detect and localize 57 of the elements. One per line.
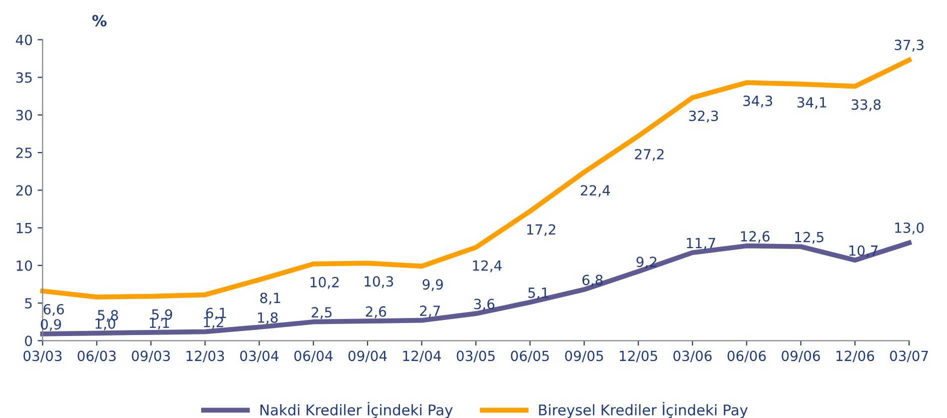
data-label: 17,2 — [527, 224, 556, 236]
x-tick-label: 09/06 — [782, 350, 820, 362]
x-tick-label: 09/04 — [348, 350, 387, 362]
x-tick-label: 06/04 — [294, 350, 333, 362]
x-tick-label: 12/03 — [186, 350, 224, 362]
x-tick-label: 12/06 — [836, 350, 874, 362]
data-label: 9,2 — [636, 256, 656, 269]
data-label: 10,3 — [364, 276, 394, 288]
data-label: 10,7 — [849, 245, 878, 258]
data-label: 1,8 — [258, 312, 278, 324]
x-tick-label: 03/07 — [890, 350, 928, 362]
legend-label: Nakdi Krediler İçindeki Pay — [260, 402, 453, 418]
y-tick-label: 0 — [24, 336, 32, 346]
x-tick-label: 03/05 — [456, 350, 495, 362]
data-label: 10,2 — [310, 276, 339, 289]
x-tick-label: 12/04 — [403, 350, 441, 362]
data-label: 33,8 — [852, 99, 881, 112]
data-label: 34,1 — [798, 97, 826, 109]
x-tick-label: 09/03 — [132, 350, 170, 362]
data-label: 6,6 — [44, 304, 64, 316]
data-label: 2,5 — [312, 307, 332, 319]
x-tick-label: 03/04 — [240, 350, 278, 362]
x-tick-label: 06/05 — [510, 350, 549, 362]
data-label: 13,0 — [895, 222, 924, 234]
y-axis-title: % — [92, 14, 107, 26]
data-label: 11,7 — [686, 238, 716, 250]
data-label: 2,7 — [420, 306, 440, 318]
y-tick-label: 25 — [16, 148, 32, 158]
y-tick-label: 35 — [16, 72, 32, 83]
data-label: 0,9 — [40, 319, 62, 332]
data-label: 5,1 — [528, 288, 548, 300]
data-label: 37,3 — [894, 40, 924, 52]
y-tick-label: 40 — [16, 34, 32, 46]
x-tick-label: 06/03 — [78, 350, 116, 362]
x-tick-label: 09/05 — [565, 350, 603, 362]
y-tick-label: 15 — [16, 222, 32, 234]
x-tick-label: 03/03 — [24, 350, 62, 362]
y-tick-label: 20 — [16, 185, 32, 196]
y-tick-label: 5 — [25, 298, 32, 309]
legend-label: Bireysel Krediler İçindeki Pay — [539, 402, 748, 418]
data-label: 32,3 — [689, 110, 718, 123]
data-label: 12,5 — [795, 232, 824, 244]
data-label: 27,2 — [635, 148, 664, 161]
data-label: 9,9 — [422, 279, 443, 292]
y-tick-label: 30 — [16, 110, 32, 120]
x-tick-label: 06/06 — [728, 350, 766, 362]
x-tick-label: 12/05 — [620, 350, 658, 362]
data-label: 12,4 — [473, 260, 502, 272]
data-label: 12,6 — [741, 231, 770, 243]
data-label: 6,8 — [582, 274, 603, 287]
data-label: 34,3 — [743, 96, 772, 108]
data-label: 2,6 — [366, 306, 386, 318]
y-tick-label: 10 — [16, 260, 32, 271]
data-label: 22,4 — [580, 185, 610, 198]
x-tick-label: 03/06 — [673, 350, 712, 362]
data-label: 3,6 — [474, 298, 494, 311]
data-label: 8,1 — [260, 292, 280, 305]
